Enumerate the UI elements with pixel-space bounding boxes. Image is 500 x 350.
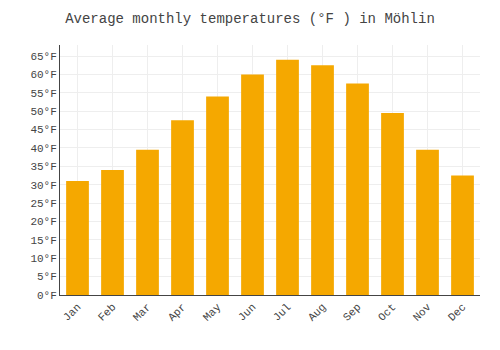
svg-text:Oct: Oct bbox=[376, 301, 398, 323]
svg-text:15°F: 15°F bbox=[30, 235, 56, 247]
svg-text:0°F: 0°F bbox=[37, 290, 57, 302]
svg-text:Feb: Feb bbox=[96, 301, 118, 323]
svg-text:Sep: Sep bbox=[341, 301, 363, 323]
svg-text:50°F: 50°F bbox=[30, 106, 56, 118]
svg-text:10°F: 10°F bbox=[30, 253, 56, 265]
svg-text:40°F: 40°F bbox=[30, 143, 56, 155]
svg-text:Apr: Apr bbox=[166, 301, 188, 323]
svg-text:60°F: 60°F bbox=[30, 69, 56, 81]
svg-text:Mar: Mar bbox=[131, 301, 153, 323]
svg-text:55°F: 55°F bbox=[30, 88, 56, 100]
svg-text:May: May bbox=[201, 301, 224, 324]
svg-text:Nov: Nov bbox=[411, 301, 434, 324]
svg-text:Average monthly temperatures (: Average monthly temperatures (°F ) in Mö… bbox=[65, 11, 435, 27]
svg-text:25°F: 25°F bbox=[30, 198, 56, 210]
svg-text:30°F: 30°F bbox=[30, 180, 56, 192]
svg-text:65°F: 65°F bbox=[30, 51, 56, 63]
svg-text:35°F: 35°F bbox=[30, 161, 56, 173]
svg-text:45°F: 45°F bbox=[30, 124, 56, 136]
svg-text:Jan: Jan bbox=[61, 301, 83, 323]
svg-text:Aug: Aug bbox=[306, 301, 328, 323]
svg-text:20°F: 20°F bbox=[30, 216, 56, 228]
svg-text:Jul: Jul bbox=[271, 301, 293, 323]
svg-text:Dec: Dec bbox=[446, 301, 468, 323]
svg-text:5°F: 5°F bbox=[37, 271, 57, 283]
svg-text:Jun: Jun bbox=[236, 301, 258, 323]
